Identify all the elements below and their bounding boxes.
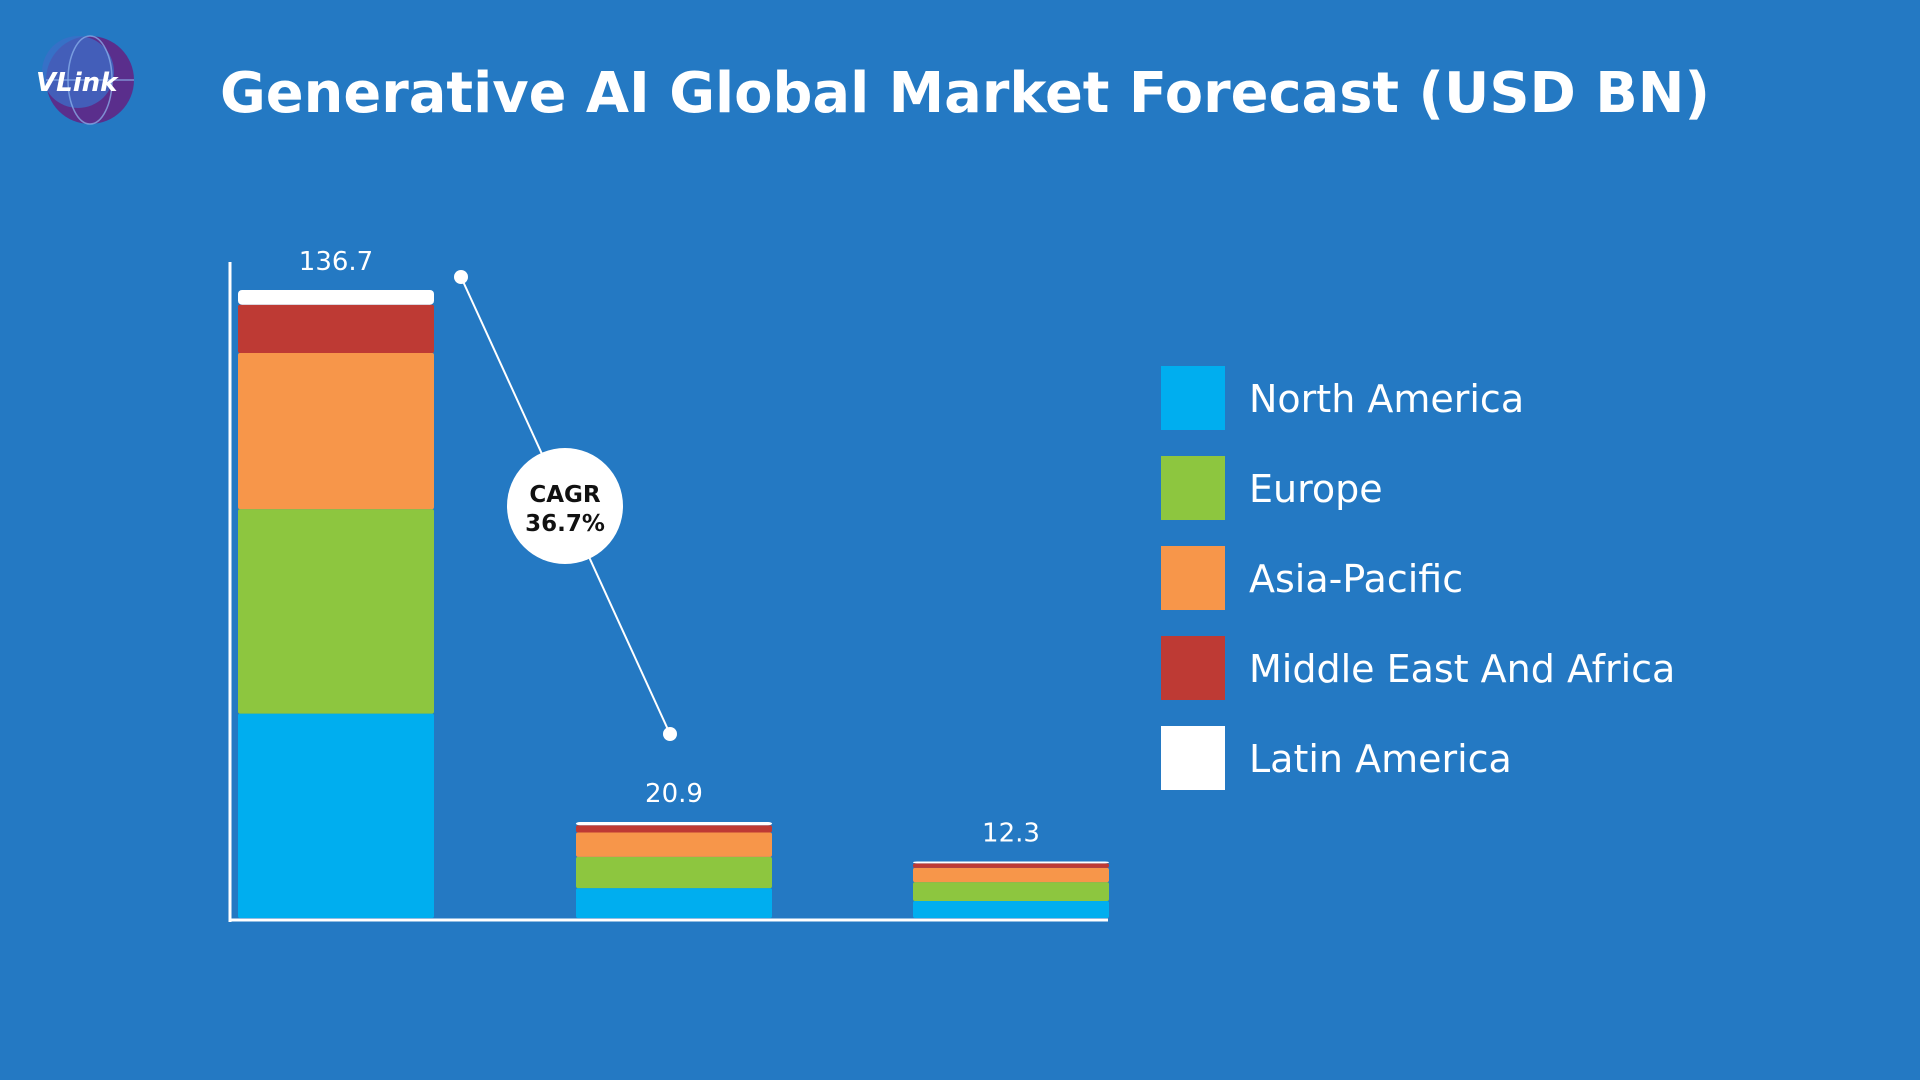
bar-segment-asia-pacific-1 bbox=[238, 352, 434, 510]
cagr-value: 36.7% bbox=[525, 511, 605, 537]
cagr-label: CAGR bbox=[529, 482, 601, 508]
bar-total-label: 12.3 bbox=[982, 818, 1040, 848]
legend-label-latin-america: Latin America bbox=[1249, 737, 1512, 781]
legend-swatch-middle-east-and-africa bbox=[1161, 636, 1225, 700]
legend-label-north-america: North America bbox=[1249, 377, 1524, 421]
legend-label-middle-east-and-africa: Middle East And Africa bbox=[1249, 647, 1675, 691]
cagr-bubble bbox=[507, 448, 623, 564]
bar-segment-latin-america-3 bbox=[913, 861, 1109, 864]
cagr-start-dot bbox=[454, 270, 468, 284]
legend-swatch-north-america bbox=[1161, 366, 1225, 430]
bar-segment-middle-east-and-africa-1 bbox=[238, 304, 434, 353]
bar-segment-north-america-3 bbox=[913, 901, 1109, 918]
legend-swatch-europe bbox=[1161, 456, 1225, 520]
bar-segment-middle-east-and-africa-2 bbox=[576, 825, 772, 833]
bar-segment-asia-pacific-3 bbox=[913, 867, 1109, 883]
bar-total-label: 20.9 bbox=[645, 779, 703, 809]
bar-segment-asia-pacific-2 bbox=[576, 832, 772, 857]
bar-segment-latin-america-2 bbox=[576, 821, 772, 826]
cagr-end-dot bbox=[663, 727, 677, 741]
bar-segment-europe-3 bbox=[913, 882, 1109, 902]
vlink-logo: VLink bbox=[36, 35, 134, 125]
logo-text: VLink bbox=[36, 68, 119, 98]
bar-total-label: 136.7 bbox=[299, 247, 373, 277]
legend-swatch-asia-pacific bbox=[1161, 546, 1225, 610]
cagr-annotation: CAGR 36.7% bbox=[454, 270, 677, 741]
legend: North America Europe Asia-Pacific Middle Ea… bbox=[1161, 366, 1675, 790]
bar-segment-europe-2 bbox=[576, 856, 772, 889]
bar-segment-middle-east-and-africa-3 bbox=[913, 863, 1109, 868]
legend-label-asia-pacific: Asia-Pacific bbox=[1249, 557, 1463, 601]
bar-segment-latin-america-1 bbox=[238, 290, 434, 305]
legend-label-europe: Europe bbox=[1249, 467, 1383, 511]
bar-segment-north-america-1 bbox=[238, 713, 434, 918]
bar-segment-europe-1 bbox=[238, 509, 434, 714]
chart-title: Generative AI Global Market Forecast (US… bbox=[220, 61, 1710, 126]
legend-swatch-latin-america bbox=[1161, 726, 1225, 790]
bar-segment-north-america-2 bbox=[576, 888, 772, 918]
logo-globe-highlight bbox=[42, 36, 114, 108]
bars-group: 136.7 20.9 12.3 bbox=[238, 247, 1109, 918]
